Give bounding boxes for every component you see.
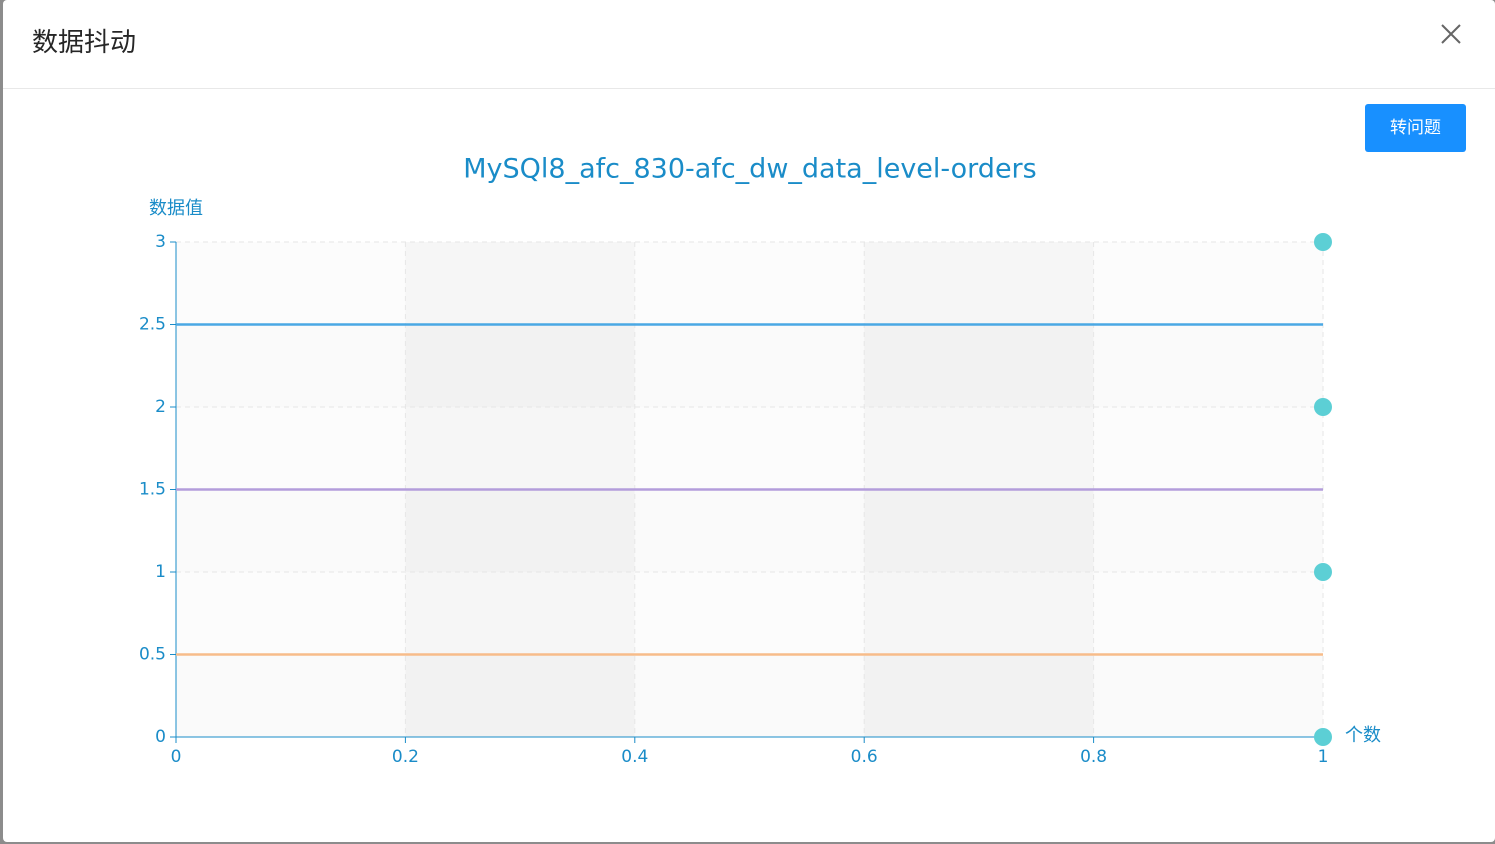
x-tick-label: 1 — [1318, 747, 1329, 767]
y-tick-label: 1.5 — [139, 480, 166, 500]
x-tick-label: 0.6 — [851, 747, 878, 767]
close-button[interactable] — [1439, 22, 1463, 46]
y-axis-label: 数据值 — [149, 198, 203, 219]
modal-title: 数据抖动 — [32, 28, 137, 58]
y-tick-label: 2 — [155, 397, 166, 417]
y-tick-label: 0.5 — [139, 645, 166, 665]
chart: MySQl8_afc_830-afc_dw_data_level-orders … — [139, 154, 1381, 768]
x-tick-label: 0.2 — [392, 747, 419, 767]
point — [1314, 398, 1332, 416]
y-tick-label: 0 — [155, 727, 166, 747]
convert-button[interactable]: 转问题 — [1365, 104, 1466, 152]
split-area — [176, 242, 1323, 325]
y-tick-label: 2.5 — [139, 315, 166, 335]
modal-header: 数据抖动 — [3, 0, 1495, 89]
split-area — [176, 407, 1323, 490]
point — [1314, 563, 1332, 581]
x-tick-label: 0.8 — [1080, 747, 1107, 767]
x-tick-label: 0.4 — [621, 747, 648, 767]
x-tick-label: 0 — [171, 747, 182, 767]
point — [1314, 728, 1332, 746]
chart-title: MySQl8_afc_830-afc_dw_data_level-orders — [463, 154, 1036, 185]
modal: 数据抖动 转问题 MySQl8_afc_830-afc_dw_data_leve… — [3, 0, 1495, 842]
split-area — [176, 572, 1323, 655]
y-tick-label: 3 — [155, 232, 166, 252]
point — [1314, 233, 1332, 251]
x-axis-label: 个数 — [1345, 725, 1381, 746]
y-tick-label: 1 — [155, 562, 166, 582]
